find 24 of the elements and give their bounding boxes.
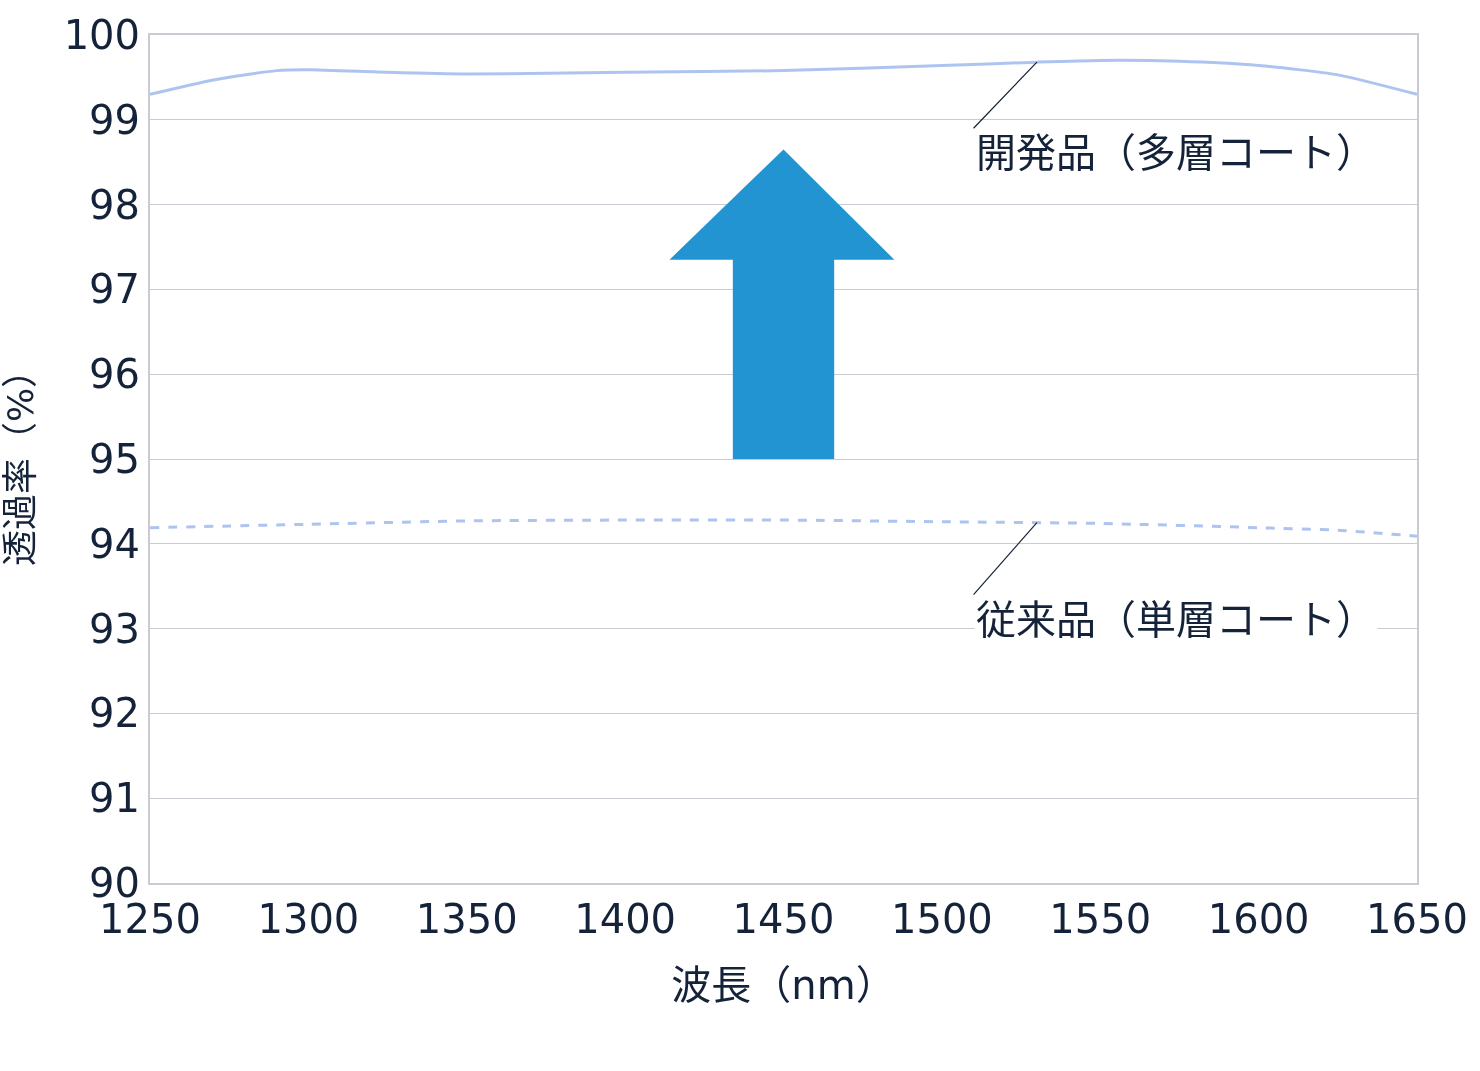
x-tick-label: 1300	[257, 896, 360, 942]
y-tick-label: 91	[89, 775, 140, 822]
line-series	[150, 518, 1417, 538]
y-tick-label: 100	[63, 12, 140, 58]
annotation: 開発品（多層コート）	[976, 130, 1376, 176]
x-tick-label: 1550	[1049, 896, 1152, 942]
y-axis-title: 透過率（%）	[0, 351, 41, 567]
x-tick-label: 1450	[732, 896, 835, 942]
line-series	[150, 58, 1417, 96]
x-tick-label: 1600	[1207, 896, 1310, 942]
x-tick-label: 1500	[890, 896, 993, 942]
x-tick-label: 1650	[1366, 896, 1468, 942]
y-tick-label: 92	[89, 690, 140, 737]
y-tick-label: 93	[89, 605, 140, 652]
annotation: 従来品（単層コート）	[976, 597, 1376, 643]
y-tick-label: 96	[89, 351, 140, 398]
x-tick-label: 1350	[415, 896, 518, 942]
y-tick-label: 99	[89, 96, 140, 143]
y-tick-label: 97	[89, 266, 140, 313]
y-tick-label: 94	[89, 520, 140, 567]
x-axis-title: 波長（nm）	[671, 962, 896, 1008]
y-tick-label: 98	[89, 181, 140, 228]
x-tick-label: 1400	[574, 896, 677, 942]
y-tick-label: 95	[89, 436, 140, 482]
